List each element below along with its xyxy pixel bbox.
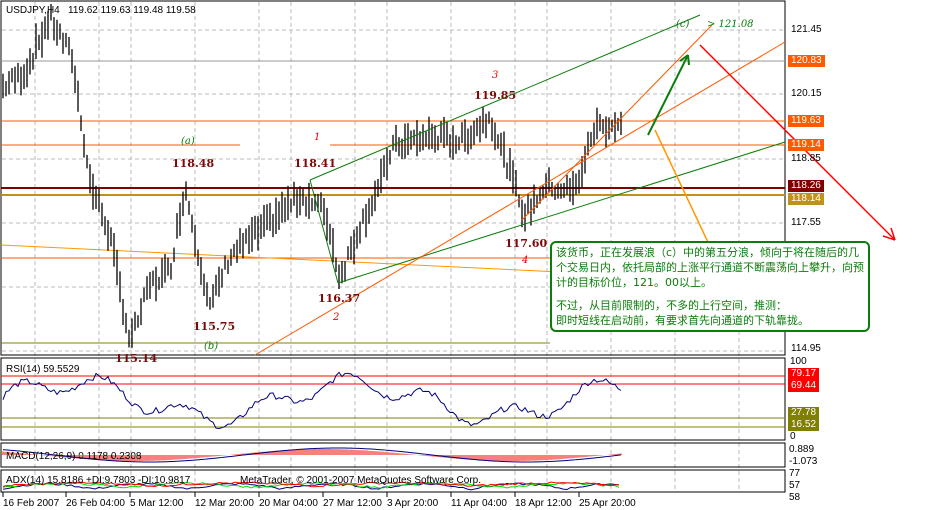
price-tag: 118.14 (788, 193, 824, 205)
time-label: 12 Mar 20:00 (195, 498, 254, 509)
red-channel-upper[interactable] (521, 24, 713, 221)
rsi-tick: 100 (790, 356, 807, 367)
wave-label: (a) (181, 136, 195, 147)
time-label: 18 Apr 12:00 (515, 498, 572, 509)
time-label: 3 Apr 20:00 (387, 498, 439, 509)
target-label: > 121.08 (707, 19, 754, 30)
price-label: 118.48 (172, 157, 214, 170)
time-label: 16 Feb 2007 (3, 498, 60, 509)
macd-tick: -1.073 (789, 456, 818, 467)
macd-tick: 0.889 (789, 444, 815, 455)
price-label: 115.14 (115, 352, 157, 365)
adx-title: ADX(14) 15.8186 +DI:9.7803 -DI:10.9817 (6, 475, 191, 486)
rsi-line (2, 371, 622, 429)
rsi-tag: 79.17 (788, 368, 820, 380)
arrow-head-icon (882, 227, 896, 241)
price-tick: 118.85 (791, 153, 821, 164)
wave-label: (b) (204, 341, 218, 352)
adx-tick: 58 (789, 492, 801, 503)
copyright-text: MetaTrader, © 2001-2007 MetaQuotes Softw… (240, 475, 481, 486)
price-tag: 120.83 (788, 55, 825, 67)
price-tick: 121.45 (791, 24, 822, 35)
callout-text: 该货币，正在发展浪（c）中的第五分浪，倾向于将在随后的几个交易日内，依托局部的上… (556, 246, 864, 289)
callout-text: 即时短线在启动前，有要求首先向通道的下轨靠拢。 (556, 314, 809, 327)
price-tick: 114.95 (791, 343, 821, 354)
bullish-arrow-line[interactable] (647, 54, 689, 136)
price-tick: 120.15 (791, 88, 822, 99)
main-panel-frame (0, 0, 786, 356)
wave-label: (c) (676, 19, 690, 30)
rsi-tag: 69.44 (788, 380, 820, 392)
rsi-tag: 16.52 (788, 419, 820, 431)
adx-tick: 77 (789, 468, 801, 479)
price-tick: 117.55 (791, 217, 821, 228)
wave-label: 1 (314, 132, 320, 143)
adx-panel-frame (0, 469, 786, 493)
rsi-tag: 27.78 (788, 407, 820, 419)
time-label: 25 Apr 20:00 (579, 498, 636, 509)
macd-title: MACD(12,26,9) 0.1178 0.2308 (6, 451, 142, 462)
rsi-tick: 0 (790, 431, 796, 442)
arrow-head-icon (679, 54, 690, 66)
rsi-title: RSI(14) 59.5529 (6, 364, 80, 375)
green-channel-upper[interactable] (309, 14, 701, 181)
red-channel-lower[interactable] (254, 41, 786, 356)
orange-trendline[interactable] (0, 244, 561, 273)
price-label: 115.75 (193, 320, 235, 333)
time-label: 5 Mar 12:00 (130, 498, 184, 509)
callout-text: 不过，从目前限制的，不多的上行空间，推测： (556, 299, 787, 312)
green-channel-lower[interactable] (337, 141, 786, 284)
price-tag: 119.63 (788, 115, 824, 127)
wave-label: 3 (492, 70, 498, 81)
wave-label: 2 (332, 312, 339, 323)
wave-label: 4 (521, 255, 528, 266)
analysis-callout: 该货币，正在发展浪（c）中的第五分浪，倾向于将在随后的几个交易日内，依托局部的上… (550, 241, 870, 332)
macd-signal-line (2, 447, 622, 463)
price-tag: 119.14 (788, 139, 824, 151)
time-label: 20 Mar 04:00 (259, 498, 318, 509)
adx-line (2, 482, 620, 491)
price-label: 117.60 (505, 237, 547, 250)
macd-panel-frame (0, 442, 786, 468)
minus-di-line (2, 481, 620, 488)
ohlc-readout: 119.62 119.63 119.48 119.58 (68, 5, 196, 16)
time-axis: 16 Feb 2007 26 Feb 04:00 5 Mar 12:00 12 Mar… (2, 492, 636, 509)
rsi-panel-frame (0, 357, 786, 441)
green-channel-edge (309, 179, 339, 284)
plus-di-line (2, 482, 620, 489)
adx-tick: 57 (789, 480, 801, 491)
time-label: 11 Apr 04:00 (451, 498, 507, 509)
price-label: 118.41 (294, 157, 336, 170)
symbol-label: USDJPY,H4 (6, 5, 60, 16)
macd-histogram (2, 449, 622, 461)
price-tag: 118.26 (788, 180, 824, 192)
price-label: 119.85 (474, 89, 516, 102)
time-label: 27 Mar 12:00 (323, 498, 382, 509)
price-label: 116.37 (318, 292, 360, 305)
time-label: 26 Feb 04:00 (66, 498, 125, 509)
price-bars (2, 3, 622, 348)
